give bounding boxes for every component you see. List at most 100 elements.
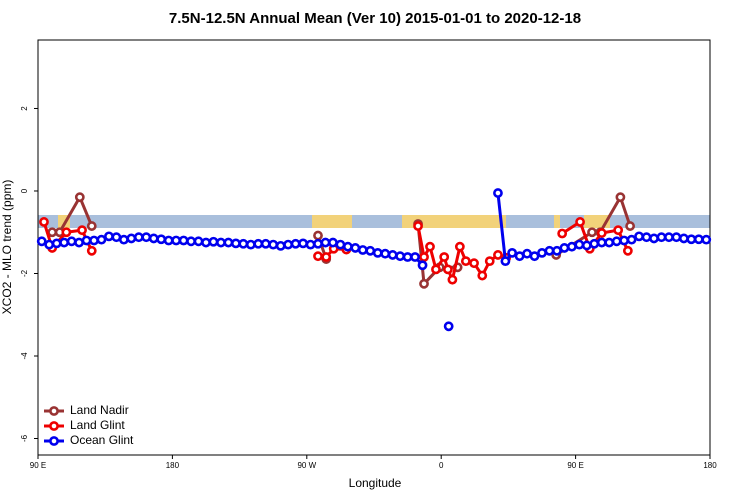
x-tick-label: 180 xyxy=(166,461,180,470)
legend-label: Land Nadir xyxy=(70,403,129,417)
data-point xyxy=(656,232,667,243)
data-point xyxy=(664,232,674,243)
band-fill xyxy=(402,215,506,228)
data-point xyxy=(365,245,376,256)
data-point xyxy=(320,237,331,248)
data-point xyxy=(671,232,682,243)
data-point xyxy=(133,232,144,243)
data-point xyxy=(387,250,398,260)
data-point xyxy=(104,231,114,242)
data-point xyxy=(51,238,62,249)
data-point xyxy=(223,237,234,248)
data-point xyxy=(141,232,152,243)
data-point xyxy=(96,234,107,245)
data-point xyxy=(619,235,630,246)
data-point xyxy=(431,264,441,275)
chart-title: 7.5N-12.5N Annual Mean (Ver 10) 2015-01-… xyxy=(169,10,581,27)
data-point xyxy=(693,234,704,245)
plot-frame xyxy=(37,39,711,456)
data-point xyxy=(313,230,323,241)
data-point xyxy=(493,250,503,260)
data-point xyxy=(283,239,294,250)
data-point xyxy=(47,227,58,238)
data-point xyxy=(268,239,279,250)
data-point xyxy=(613,225,624,236)
data-point xyxy=(626,234,637,245)
data-point xyxy=(86,221,97,231)
data-point xyxy=(44,239,55,250)
legend-marker xyxy=(49,436,59,446)
data-point xyxy=(171,235,182,246)
data-point xyxy=(74,237,84,248)
data-point xyxy=(61,227,72,238)
data-point xyxy=(163,235,174,246)
data-point xyxy=(649,233,659,244)
data-point xyxy=(529,251,540,262)
data-point xyxy=(230,238,241,249)
data-point xyxy=(328,237,338,248)
data-point xyxy=(566,241,577,252)
data-point xyxy=(507,247,518,258)
data-point xyxy=(596,237,607,248)
x-tick-label: 90 E xyxy=(567,461,583,470)
data-point xyxy=(611,236,622,247)
y-tick-label: 0 xyxy=(20,188,29,193)
data-point xyxy=(395,251,406,262)
data-point xyxy=(615,192,626,203)
data-point xyxy=(454,241,465,252)
data-point xyxy=(417,260,428,271)
data-point xyxy=(484,256,495,267)
data-point xyxy=(342,241,353,252)
data-point xyxy=(186,236,196,247)
data-point xyxy=(413,221,423,231)
data-point xyxy=(559,243,570,253)
data-point xyxy=(686,234,697,245)
data-point xyxy=(89,235,99,246)
data-point xyxy=(126,233,137,244)
data-point xyxy=(372,247,383,258)
data-point xyxy=(298,238,308,249)
data-point xyxy=(544,245,555,256)
y-tick-label: 2 xyxy=(20,106,29,111)
data-point xyxy=(156,234,167,245)
data-point xyxy=(321,252,332,262)
data-point xyxy=(216,237,226,248)
x-tick-label: 90 E xyxy=(30,461,46,470)
y-tick-label: -4 xyxy=(20,352,29,360)
data-point xyxy=(574,239,585,250)
data-point xyxy=(290,238,301,249)
data-point xyxy=(447,274,458,285)
data-point xyxy=(39,217,49,227)
data-point xyxy=(701,234,712,245)
data-point xyxy=(350,243,361,253)
data-point xyxy=(587,227,597,238)
data-point xyxy=(193,236,204,247)
band-fill xyxy=(312,215,352,228)
data-point xyxy=(357,245,368,255)
legend-marker xyxy=(49,406,59,416)
band xyxy=(38,215,710,228)
land-fraction-band xyxy=(38,215,710,228)
data-point xyxy=(275,240,286,251)
data-point xyxy=(552,245,562,256)
data-point xyxy=(581,240,592,251)
data-point xyxy=(253,238,264,249)
data-point xyxy=(439,252,450,262)
data-point xyxy=(81,235,92,246)
x-tick-label: 90 W xyxy=(297,461,316,470)
data-point xyxy=(313,238,323,249)
data-point xyxy=(419,278,429,289)
data-point xyxy=(641,232,652,243)
data-point xyxy=(313,251,323,262)
data-point xyxy=(148,233,159,244)
data-point xyxy=(575,217,585,227)
data-point xyxy=(537,247,547,258)
data-point xyxy=(260,238,271,249)
data-point xyxy=(74,192,85,203)
data-point xyxy=(443,264,453,275)
data-point xyxy=(625,221,636,231)
data-point xyxy=(514,251,525,262)
y-tick-label: -2 xyxy=(20,269,29,277)
data-point xyxy=(305,239,316,250)
data-point xyxy=(596,228,607,238)
